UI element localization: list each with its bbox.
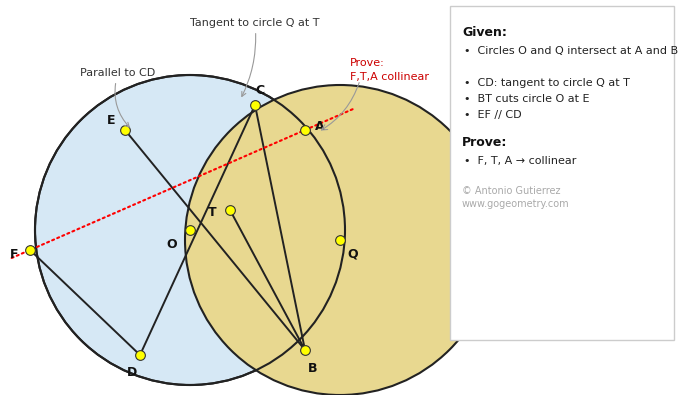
Text: A: A xyxy=(315,120,325,134)
Text: •  CD: tangent to circle Q at T: • CD: tangent to circle Q at T xyxy=(464,78,630,88)
Text: •  BT cuts circle O at E: • BT cuts circle O at E xyxy=(464,94,589,104)
Text: © Antonio Gutierrez: © Antonio Gutierrez xyxy=(462,186,561,196)
Text: •  F, T, A → collinear: • F, T, A → collinear xyxy=(464,156,576,166)
Text: •  Circles O and Q intersect at A and B: • Circles O and Q intersect at A and B xyxy=(464,46,678,56)
Text: C: C xyxy=(255,85,264,98)
Text: Tangent to circle Q at T: Tangent to circle Q at T xyxy=(191,18,320,96)
Text: T: T xyxy=(208,205,217,218)
FancyBboxPatch shape xyxy=(450,6,674,340)
Text: B: B xyxy=(308,361,318,374)
Text: E: E xyxy=(107,113,115,126)
Text: Prove:: Prove: xyxy=(350,58,385,68)
Circle shape xyxy=(185,85,495,395)
Text: D: D xyxy=(127,365,137,378)
Circle shape xyxy=(35,75,345,385)
Text: F,T,A collinear: F,T,A collinear xyxy=(350,72,429,82)
Text: Q: Q xyxy=(348,248,359,260)
Text: Prove:: Prove: xyxy=(462,136,507,149)
Text: O: O xyxy=(167,237,178,250)
Text: •  EF // CD: • EF // CD xyxy=(464,110,522,120)
Text: Given:: Given: xyxy=(462,26,507,39)
Text: Parallel to CD: Parallel to CD xyxy=(81,68,156,127)
Text: F: F xyxy=(10,248,18,261)
Text: www.gogeometry.com: www.gogeometry.com xyxy=(462,199,570,209)
